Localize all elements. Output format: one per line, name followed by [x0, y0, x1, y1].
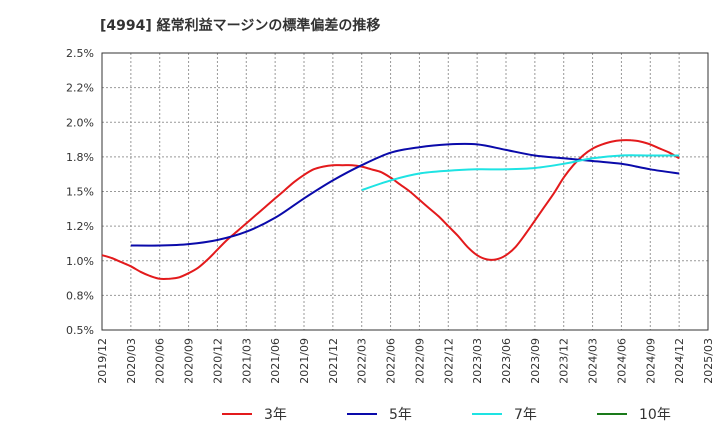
x-tick-label: 2021/03 — [240, 338, 253, 384]
x-tick-label: 2022/06 — [385, 338, 398, 384]
x-tick-label: 2021/09 — [298, 338, 311, 384]
y-tick-label: 0.5% — [66, 324, 94, 337]
x-tick-label: 2022/12 — [442, 338, 455, 384]
x-tick-label: 2024/09 — [644, 338, 657, 384]
chart-title: [4994] 経常利益マージンの標準偏差の推移 — [100, 17, 380, 34]
x-tick-label: 2023/06 — [500, 338, 513, 384]
series-line-3 — [361, 154, 680, 192]
x-tick-label: 2023/03 — [471, 338, 484, 384]
series-line-2 — [130, 142, 680, 247]
x-axis: 2019/12 2020/03 2020/06 2020/09 2020/12 2021/… — [96, 338, 715, 384]
x-tick-label: 2022/03 — [356, 338, 369, 384]
plot-background — [102, 53, 708, 330]
x-tick-label: 2020/12 — [211, 338, 224, 384]
legend-label: 3年 — [264, 407, 287, 423]
y-tick-label: 1.2% — [66, 220, 94, 233]
y-axis: 0.5% 0.8% 1.0% 1.2% 1.5% 1.8% 2.0% 2.2% 2.5% — [66, 47, 94, 337]
plot-border — [101, 52, 709, 331]
x-tick-label: 2024/03 — [587, 338, 600, 384]
legend-label: 7年 — [514, 407, 537, 423]
x-tick-label: 2020/09 — [183, 338, 196, 384]
series-line-1 — [101, 139, 680, 281]
y-tick-label: 1.5% — [66, 186, 94, 199]
x-tick-label: 2020/03 — [125, 338, 138, 384]
series-lines — [101, 139, 680, 281]
legend: 3年 5年 7年 10年 — [222, 407, 671, 423]
plot-area — [102, 53, 708, 330]
x-tick-label: 2019/12 — [96, 338, 109, 384]
y-tick-label: 2.0% — [66, 116, 94, 129]
x-tick-label: 2024/12 — [673, 338, 686, 384]
x-tick-label: 2023/09 — [529, 338, 542, 384]
y-tick-label: 1.8% — [66, 151, 94, 164]
x-tick-label: 2021/12 — [327, 338, 340, 384]
legend-label: 5年 — [389, 407, 412, 423]
y-tick-label: 2.2% — [66, 82, 94, 95]
y-tick-label: 0.8% — [66, 289, 94, 302]
x-tick-label: 2024/06 — [615, 338, 628, 384]
y-tick-label: 2.5% — [66, 47, 94, 60]
x-tick-label: 2023/12 — [558, 338, 571, 384]
x-tick-label: 2021/06 — [269, 338, 282, 384]
x-tick-label: 2020/06 — [154, 338, 167, 384]
legend-label: 10年 — [639, 407, 671, 423]
x-tick-label: 2025/03 — [702, 338, 715, 384]
y-tick-label: 1.0% — [66, 255, 94, 268]
x-tick-label: 2022/09 — [413, 338, 426, 384]
